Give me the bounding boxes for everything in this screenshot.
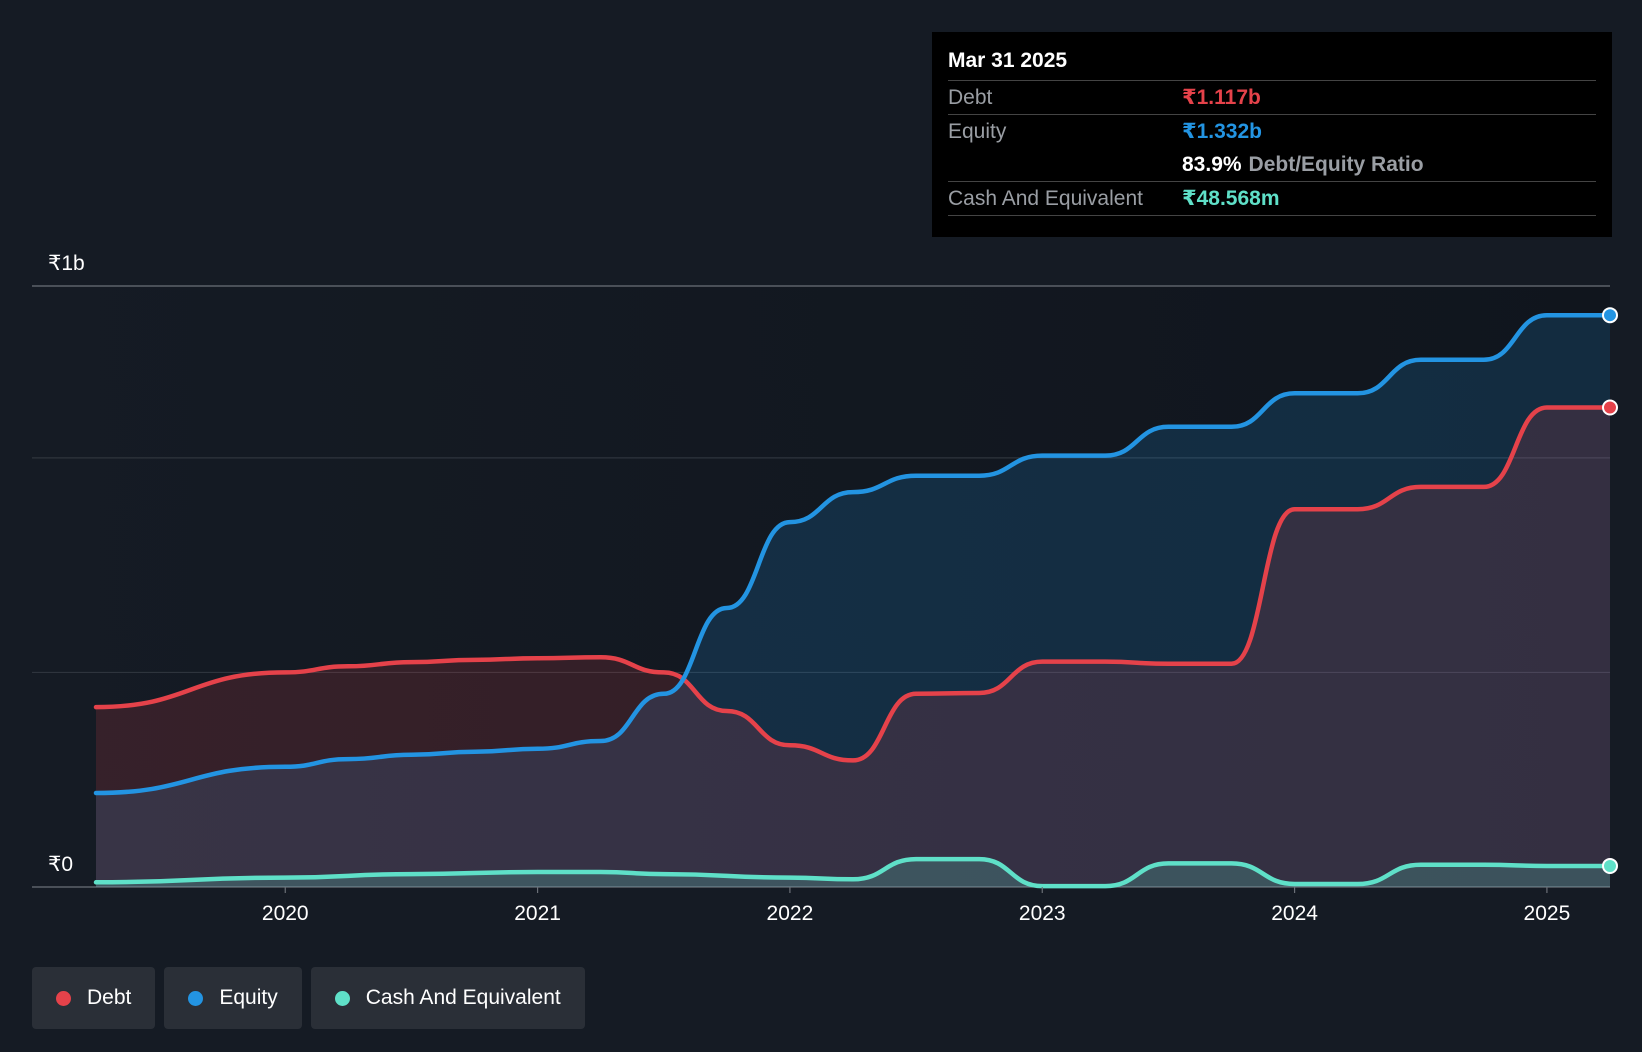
debt-area — [96, 407, 1610, 887]
legend-label-cash: Cash And Equivalent — [365, 986, 561, 1009]
x-tick-label: 2025 — [1524, 902, 1571, 925]
tooltip-ratio-label: Debt/Equity Ratio — [1248, 153, 1424, 176]
y-tick-label-zero: ₹0 — [48, 853, 73, 876]
cash-end-marker — [1602, 857, 1618, 874]
legend-item-cash[interactable]: Cash And Equivalent — [310, 967, 585, 1029]
debt-dot-icon — [56, 990, 71, 1006]
debt-line — [93, 405, 1613, 763]
marker-layer — [1602, 307, 1618, 874]
line-layer — [93, 312, 1613, 889]
x-tick-label: 2021 — [514, 902, 561, 925]
equity-area — [96, 315, 1610, 887]
legend: Debt Equity Cash And Equivalent — [32, 967, 585, 1029]
tooltip-date: Mar 31 2025 — [948, 46, 1596, 81]
tooltip-equity-row: Equity ₹1.332b — [948, 115, 1596, 148]
tooltip-ratio-spacer — [948, 148, 1182, 181]
x-tick-label: 2020 — [262, 902, 309, 925]
tooltip-cash-value: ₹48.568m — [1182, 187, 1280, 210]
equity-line — [93, 312, 1613, 796]
tooltip-cash-row: Cash And Equivalent ₹48.568m — [948, 182, 1596, 216]
tooltip-debt-value: ₹1.117b — [1182, 86, 1261, 109]
tooltip-ratio-row: 83.9% Debt/Equity Ratio — [948, 148, 1596, 182]
tooltip-panel: Mar 31 2025 Debt ₹1.117b Equity ₹1.332b … — [932, 32, 1612, 237]
tooltip-debt-row: Debt ₹1.117b — [948, 81, 1596, 115]
axis-layer: ₹1b ₹0 2020 2021 2022 2023 2024 2025 — [48, 252, 1570, 925]
legend-label-debt: Debt — [87, 986, 132, 1009]
y-tick-label-top: ₹1b — [48, 252, 85, 275]
cash-line — [93, 856, 1613, 889]
equity-end-marker — [1602, 307, 1618, 324]
legend-label-equity: Equity — [219, 986, 278, 1009]
equity-dot-icon — [188, 990, 204, 1006]
cash-area — [96, 859, 1610, 887]
plot-background — [32, 286, 1610, 887]
area-layer — [96, 315, 1610, 887]
tooltip-debt-label: Debt — [948, 86, 993, 109]
legend-item-equity[interactable]: Equity — [164, 967, 302, 1029]
tooltip-cash-label: Cash And Equivalent — [948, 187, 1143, 210]
cash-dot-icon — [334, 990, 350, 1006]
x-tick-label: 2024 — [1271, 902, 1318, 925]
debt-end-marker — [1602, 399, 1618, 416]
tooltip-equity-label: Equity — [948, 120, 1007, 143]
x-tick-label: 2023 — [1019, 902, 1066, 925]
legend-item-debt[interactable]: Debt — [32, 967, 156, 1029]
x-tick-label: 2022 — [767, 902, 814, 925]
tooltip-ratio-value: 83.9% — [1182, 153, 1242, 176]
tooltip-equity-value: ₹1.332b — [1182, 120, 1262, 143]
